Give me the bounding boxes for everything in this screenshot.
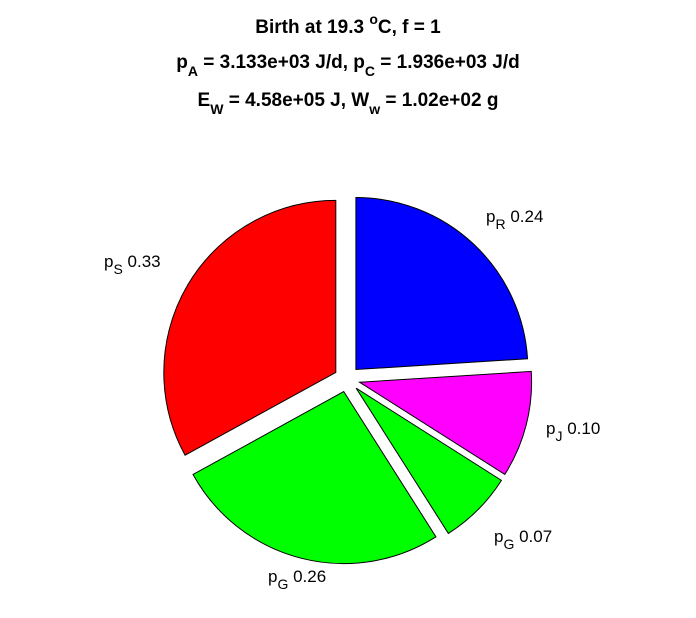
slice-label-pJ-0.10: pJ 0.10 [546,419,600,444]
slice-label-pG-0.26: pG 0.26 [268,567,326,592]
pie-slice-pG-0.07 [355,387,503,535]
pie-slice-pR-0.24 [355,197,529,371]
pie-slice-pG-0.26 [192,390,437,565]
pie-slice-pS-0.33 [163,199,337,456]
title-line-2: pA = 3.133e+03 J/d, pC = 1.936e+03 J/d [176,52,519,79]
chart-title: Birth at 19.3 oC, f = 1 pA = 3.133e+03 J/… [176,11,519,117]
slice-label-pS-0.33: pS 0.33 [104,252,161,277]
title-line-3: EW = 4.58e+05 J, Ww = 1.02e+02 g [198,90,499,117]
slice-label-pR-0.24: pR 0.24 [486,207,543,232]
pie-slice-pJ-0.10 [358,370,533,476]
pie-slices [163,197,533,565]
slice-label-pG-0.07: pG 0.07 [494,527,552,552]
slice-labels: pR 0.24 pJ 0.10 pG 0.07 pG 0.26 pS 0.33 [104,207,600,592]
title-line-1: Birth at 19.3 oC, f = 1 [255,11,441,38]
